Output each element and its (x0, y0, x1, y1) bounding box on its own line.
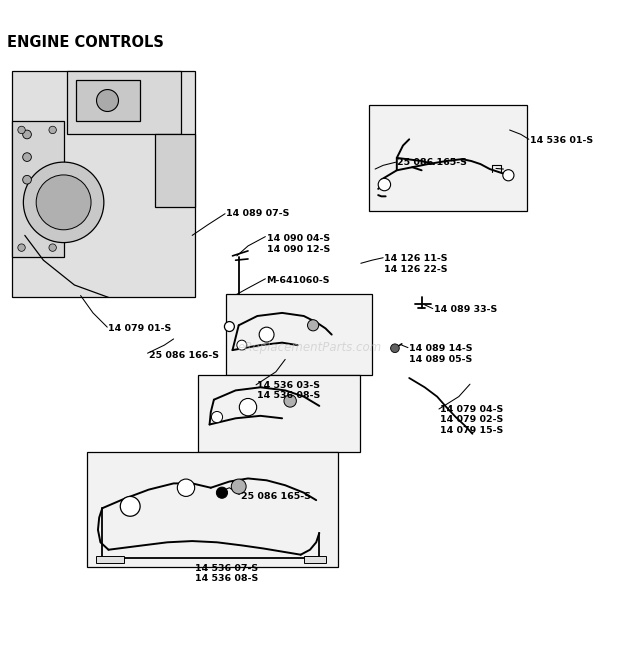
Text: 14 090 12-S: 14 090 12-S (267, 245, 330, 253)
Circle shape (259, 327, 274, 342)
Text: 14 089 33-S: 14 089 33-S (434, 305, 497, 314)
Circle shape (177, 479, 195, 497)
Bar (198, 375, 360, 452)
Text: 14 536 07-S: 14 536 07-S (195, 564, 258, 573)
Text: 14 089 07-S: 14 089 07-S (226, 210, 290, 218)
Text: 14 079 15-S: 14 079 15-S (440, 426, 503, 434)
Text: 14 089 14-S: 14 089 14-S (409, 344, 472, 353)
Bar (226, 294, 372, 375)
Bar (12, 71, 195, 298)
Circle shape (237, 340, 247, 350)
Text: 25 086 166-S: 25 086 166-S (149, 351, 219, 359)
Bar (369, 105, 527, 211)
Circle shape (284, 394, 296, 407)
Text: 25 086 165-S: 25 086 165-S (397, 158, 467, 167)
Text: 14 536 01-S: 14 536 01-S (530, 136, 593, 145)
Text: 14 079 01-S: 14 079 01-S (108, 324, 172, 333)
Text: 14 079 02-S: 14 079 02-S (440, 415, 503, 424)
Text: 14 079 04-S: 14 079 04-S (440, 404, 503, 414)
Circle shape (391, 344, 399, 353)
Circle shape (36, 175, 91, 230)
Text: eReplacementParts.com: eReplacementParts.com (238, 341, 382, 353)
Text: M-641060-S: M-641060-S (267, 276, 330, 284)
Text: 14 536 08-S: 14 536 08-S (195, 574, 258, 583)
Circle shape (224, 322, 234, 332)
Circle shape (18, 126, 25, 134)
Bar (155, 135, 195, 207)
Circle shape (97, 90, 118, 111)
Text: 14 090 04-S: 14 090 04-S (267, 234, 330, 243)
Circle shape (378, 178, 391, 191)
Text: ENGINE CONTROLS: ENGINE CONTROLS (7, 35, 164, 50)
Circle shape (231, 479, 246, 494)
Circle shape (211, 412, 223, 422)
Circle shape (23, 176, 32, 184)
Text: 14 126 11-S: 14 126 11-S (384, 254, 448, 263)
Bar (12, 121, 64, 257)
Text: 14 536 08-S: 14 536 08-S (257, 391, 321, 400)
Circle shape (120, 497, 140, 516)
Circle shape (23, 130, 32, 139)
Text: 14 126 22-S: 14 126 22-S (384, 265, 448, 274)
Bar (87, 452, 338, 567)
Circle shape (18, 244, 25, 251)
Circle shape (49, 244, 56, 251)
Text: 25 086 165-S: 25 086 165-S (241, 492, 311, 501)
Bar (96, 556, 124, 563)
Circle shape (23, 152, 32, 161)
Text: 14 536 03-S: 14 536 03-S (257, 381, 321, 390)
Circle shape (49, 126, 56, 134)
Text: 14 089 05-S: 14 089 05-S (409, 355, 472, 364)
Circle shape (216, 487, 228, 499)
Circle shape (24, 162, 104, 243)
Bar (76, 80, 140, 121)
Bar (67, 71, 180, 135)
Circle shape (503, 170, 514, 181)
Circle shape (308, 320, 319, 331)
Circle shape (239, 398, 257, 416)
Bar (304, 556, 326, 563)
